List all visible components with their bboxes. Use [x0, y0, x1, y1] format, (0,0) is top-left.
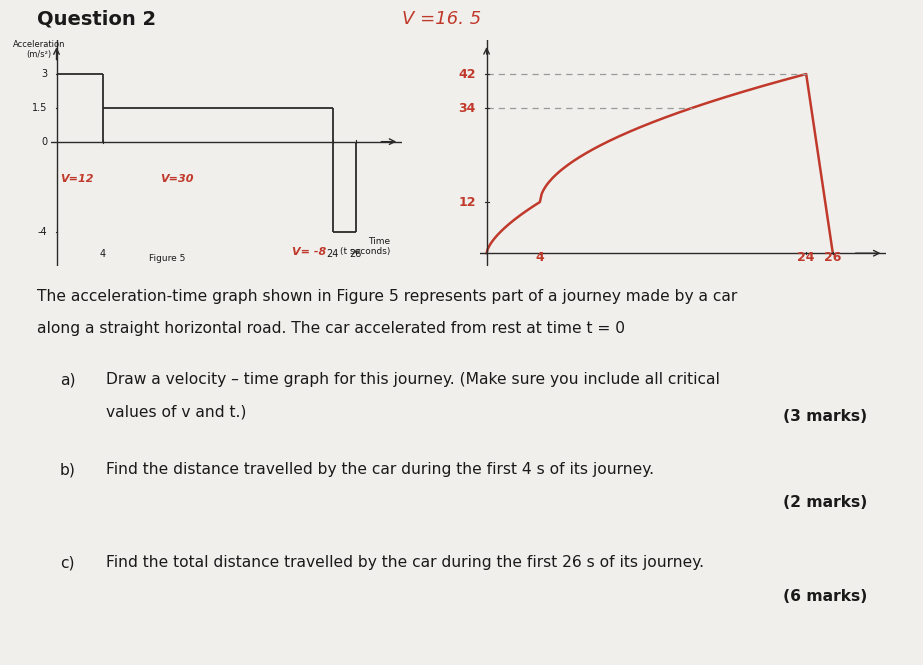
Text: 0: 0 — [42, 136, 47, 147]
Text: a): a) — [60, 372, 76, 388]
Text: -4: -4 — [38, 227, 47, 237]
Text: Figure 5: Figure 5 — [149, 255, 185, 263]
Text: Time
(t seconds): Time (t seconds) — [340, 237, 390, 256]
Text: (6 marks): (6 marks) — [784, 589, 868, 604]
Text: 3: 3 — [42, 68, 47, 79]
Text: V=12: V=12 — [60, 174, 93, 184]
Text: V= -8: V= -8 — [293, 247, 327, 257]
Text: 4: 4 — [100, 249, 105, 259]
Text: 24: 24 — [327, 249, 339, 259]
Text: V=30: V=30 — [160, 174, 194, 184]
Text: along a straight horizontal road. The car accelerated from rest at time t = 0: along a straight horizontal road. The ca… — [37, 321, 625, 336]
Text: Question 2: Question 2 — [37, 10, 156, 29]
Text: The acceleration-time graph shown in Figure 5 represents part of a journey made : The acceleration-time graph shown in Fig… — [37, 289, 737, 305]
Text: V =16. 5: V =16. 5 — [402, 10, 481, 28]
Text: 42: 42 — [459, 68, 476, 80]
Text: 26: 26 — [824, 251, 842, 264]
Text: (2 marks): (2 marks) — [784, 495, 868, 511]
Text: c): c) — [60, 555, 75, 571]
Text: 26: 26 — [349, 249, 362, 259]
Text: 24: 24 — [797, 251, 815, 264]
Text: 4: 4 — [535, 251, 545, 264]
Text: b): b) — [60, 462, 76, 477]
Text: Find the distance travelled by the car during the first 4 s of its journey.: Find the distance travelled by the car d… — [106, 462, 654, 477]
Text: (3 marks): (3 marks) — [784, 409, 868, 424]
Text: Draw a velocity – time graph for this journey. (Make sure you include all critic: Draw a velocity – time graph for this jo… — [106, 372, 720, 388]
Text: values of v and t.): values of v and t.) — [106, 404, 246, 420]
Text: 12: 12 — [459, 196, 476, 209]
Text: 34: 34 — [459, 102, 476, 114]
Text: 1.5: 1.5 — [32, 102, 47, 113]
Text: Find the total distance travelled by the car during the first 26 s of its journe: Find the total distance travelled by the… — [106, 555, 704, 571]
Text: Acceleration
(m/s²): Acceleration (m/s²) — [13, 40, 66, 59]
